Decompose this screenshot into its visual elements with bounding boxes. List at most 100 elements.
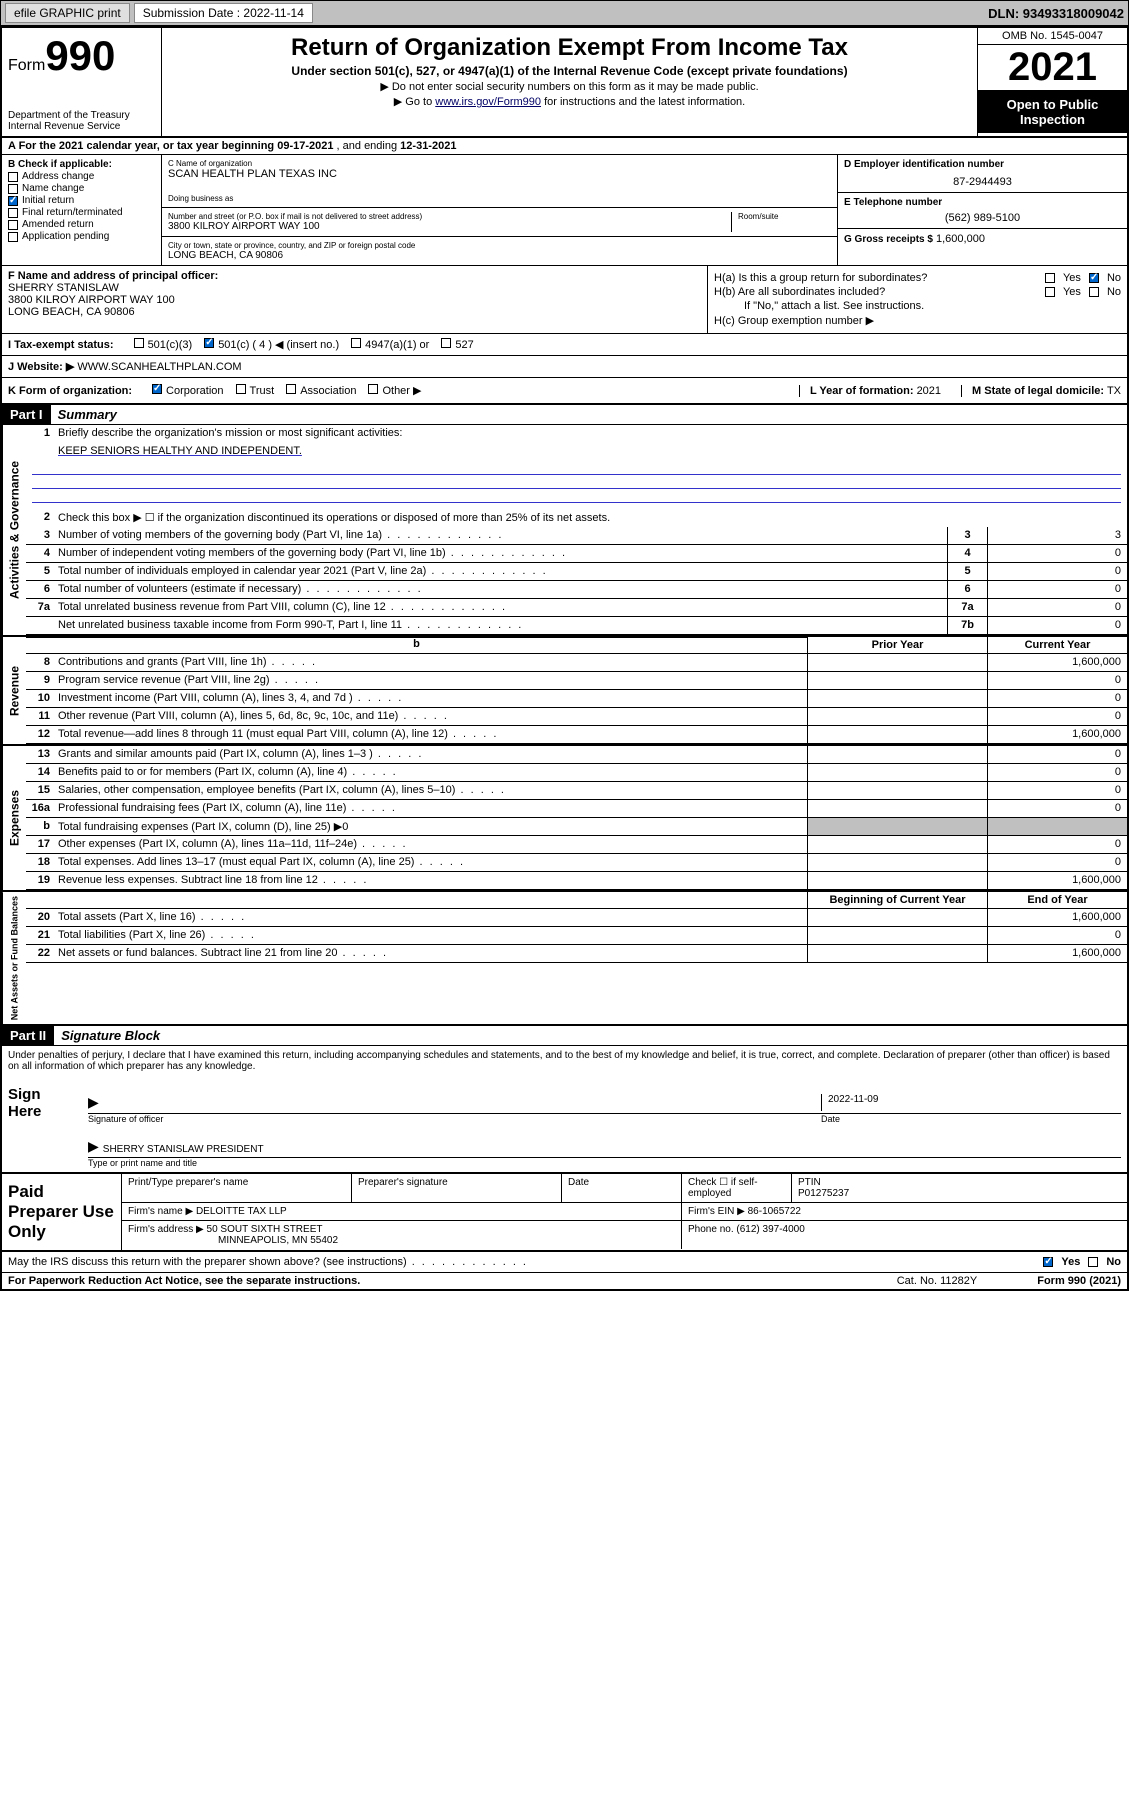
colb-cb-3[interactable] xyxy=(8,208,18,218)
rowi-cb-2[interactable] xyxy=(351,338,361,348)
website-val: WWW.SCANHEALTHPLAN.COM xyxy=(77,361,241,373)
form-ref: Form 990 (2021) xyxy=(1037,1275,1121,1287)
firm-ein-lbl: Firm's EIN ▶ xyxy=(688,1206,745,1217)
mission-text: KEEP SENIORS HEALTHY AND INDEPENDENT. xyxy=(54,443,1127,461)
rowk-opt-3: Other ▶ xyxy=(382,385,421,397)
ha-row: H(a) Is this a group return for subordin… xyxy=(714,272,1121,284)
discuss-yes: Yes xyxy=(1061,1256,1080,1268)
firm-ein-val: 86-1065722 xyxy=(748,1206,801,1217)
rowi-opt-3: 527 xyxy=(455,339,473,351)
name-lbl: C Name of organization xyxy=(168,159,831,168)
prep-ptin: PTINP01275237 xyxy=(792,1174,1127,1202)
row-a-end: 12-31-2021 xyxy=(400,140,456,152)
colb-cb-5[interactable] xyxy=(8,232,18,242)
header-left: Form990 Department of the Treasury Inter… xyxy=(2,28,162,136)
firm-addr2: MINNEAPOLIS, MN 55402 xyxy=(218,1235,338,1246)
l-box: L Year of formation: 2021 xyxy=(799,385,941,397)
no-lbl2: No xyxy=(1107,286,1121,298)
addr-lbl: Number and street (or P.O. box if mail i… xyxy=(168,212,422,221)
gross-lbl: G Gross receipts $ xyxy=(844,234,933,245)
colb-cb-4[interactable] xyxy=(8,220,18,230)
part2-badge: Part II xyxy=(2,1026,54,1045)
ha-no-cb[interactable] xyxy=(1089,273,1099,283)
row-a: A For the 2021 calendar year, or tax yea… xyxy=(2,138,1127,155)
hb-note: If "No," attach a list. See instructions… xyxy=(714,300,1121,312)
irs-link[interactable]: www.irs.gov/Form990 xyxy=(435,96,541,108)
part1-title: Summary xyxy=(54,405,121,424)
colb-item-4: Amended return xyxy=(22,219,94,230)
ha-yes-cb[interactable] xyxy=(1045,273,1055,283)
prep-sig-lbl: Preparer's signature xyxy=(352,1174,562,1202)
yes-lbl2: Yes xyxy=(1063,286,1081,298)
rowk-cb-2[interactable] xyxy=(286,384,296,394)
row-i-lbl: I Tax-exempt status: xyxy=(8,339,114,351)
rowi-cb-3[interactable] xyxy=(441,338,451,348)
colb-item-0: Address change xyxy=(22,171,94,182)
rowk-opt-1: Trust xyxy=(250,385,275,397)
row-a-mid: , and ending xyxy=(337,140,401,152)
form-number: 990 xyxy=(45,32,115,79)
rowi-opt-1: 501(c) ( 4 ) ◀ (insert no.) xyxy=(218,339,339,351)
firm-phone-lbl: Phone no. xyxy=(688,1224,734,1235)
discuss-no-cb[interactable] xyxy=(1088,1257,1098,1267)
d-box: D Employer identification number 87-2944… xyxy=(838,155,1127,193)
ptin-val: P01275237 xyxy=(798,1188,849,1199)
efile-button[interactable]: efile GRAPHIC print xyxy=(5,3,130,23)
open-inspection: Open to Public Inspection xyxy=(978,91,1127,133)
part2-title: Signature Block xyxy=(57,1026,164,1045)
footer-discuss: May the IRS discuss this return with the… xyxy=(2,1252,1127,1272)
form-subtitle: Under section 501(c), 527, or 4947(a)(1)… xyxy=(172,64,967,78)
rowk-cb-3[interactable] xyxy=(368,384,378,394)
form-header: Form990 Department of the Treasury Inter… xyxy=(2,28,1127,138)
header-right: OMB No. 1545-0047 2021 Open to Public In… xyxy=(977,28,1127,136)
ein-lbl: D Employer identification number xyxy=(844,159,1121,170)
rowi-cb-1[interactable] xyxy=(204,338,214,348)
line1-txt: Briefly describe the organization's miss… xyxy=(54,425,1127,443)
type-name-lbl: Type or print name and title xyxy=(88,1158,1121,1168)
row-j-lbl: J Website: ▶ xyxy=(8,361,74,373)
discuss-no: No xyxy=(1106,1256,1121,1268)
form-main: Form990 Department of the Treasury Inter… xyxy=(0,26,1129,1291)
omb-number: OMB No. 1545-0047 xyxy=(978,28,1127,45)
l-lbl: L Year of formation: xyxy=(810,385,914,397)
f-name: SHERRY STANISLAW xyxy=(8,282,119,294)
part2-header: Part II Signature Block xyxy=(2,1026,1127,1046)
form-note2: ▶ Go to www.irs.gov/Form990 for instruct… xyxy=(172,95,967,108)
rowi-cb-0[interactable] xyxy=(134,338,144,348)
discuss-text: May the IRS discuss this return with the… xyxy=(8,1256,528,1268)
prep-row-1: Print/Type preparer's name Preparer's si… xyxy=(122,1174,1127,1203)
l-val: 2021 xyxy=(917,385,941,397)
form-title: Return of Organization Exempt From Incom… xyxy=(172,34,967,62)
firm-addr1: 50 SOUT SIXTH STREET xyxy=(207,1224,323,1235)
colb-cb-1[interactable] xyxy=(8,184,18,194)
line1-num: 1 xyxy=(26,425,54,443)
f-addr2: LONG BEACH, CA 90806 xyxy=(8,306,135,318)
end-year-hdr: End of Year xyxy=(987,892,1127,908)
hb-no-cb[interactable] xyxy=(1089,287,1099,297)
g-box: G Gross receipts $ 1,600,000 xyxy=(838,229,1127,249)
room-lbl: Room/suite xyxy=(731,212,831,232)
city-box: City or town, state or province, country… xyxy=(162,237,837,265)
summary-exp: Expenses 13Grants and similar amounts pa… xyxy=(2,746,1127,892)
colb-cb-2[interactable] xyxy=(8,196,18,206)
sig-date-lbl: Date xyxy=(821,1114,1121,1124)
colb-cb-0[interactable] xyxy=(8,172,18,182)
m-box: M State of legal domicile: TX xyxy=(961,385,1121,397)
gross-val: 1,600,000 xyxy=(936,233,985,245)
tel-val: (562) 989-5100 xyxy=(844,212,1121,224)
addr-box: Number and street (or P.O. box if mail i… xyxy=(162,208,837,237)
rowi-opt-0: 501(c)(3) xyxy=(148,339,193,351)
prep-row-2: Firm's name ▶ DELOITTE TAX LLP Firm's EI… xyxy=(122,1203,1127,1221)
sig-line-1: ▶ 2022-11-09 xyxy=(88,1092,1121,1114)
firm-name-val: DELOITTE TAX LLP xyxy=(196,1206,287,1217)
colb-item-3: Final return/terminated xyxy=(22,207,123,218)
col-c: C Name of organization SCAN HEALTH PLAN … xyxy=(162,155,837,265)
rowk-cb-0[interactable] xyxy=(152,384,162,394)
rowk-cb-1[interactable] xyxy=(236,384,246,394)
hb-yes-cb[interactable] xyxy=(1045,287,1055,297)
hc-row: H(c) Group exemption number ▶ xyxy=(714,314,1121,327)
f-addr1: 3800 KILROY AIRPORT WAY 100 xyxy=(8,294,175,306)
row-k: K Form of organization: CorporationTrust… xyxy=(2,378,1127,405)
discuss-yes-cb[interactable] xyxy=(1043,1257,1053,1267)
sign-here-label: Sign Here xyxy=(2,1076,82,1172)
